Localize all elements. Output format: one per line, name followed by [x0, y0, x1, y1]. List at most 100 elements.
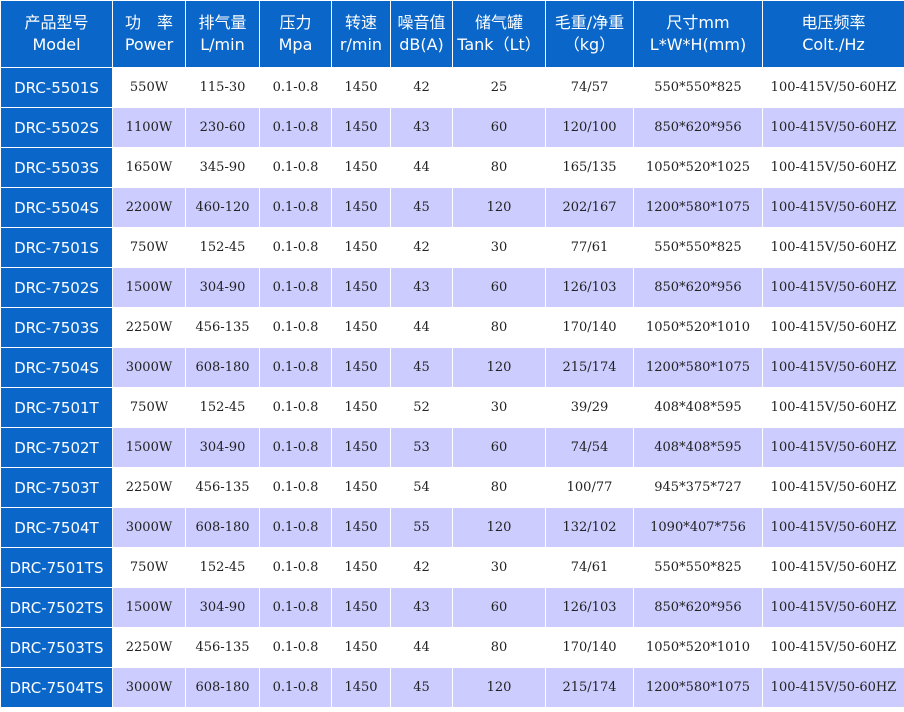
table-cell: 0.1-0.8 [259, 187, 332, 228]
table-cell: 1500W [112, 427, 186, 468]
table-cell: 0.1-0.8 [259, 507, 332, 548]
table-cell: 152-45 [185, 547, 260, 588]
model-cell: DRC-7503TS [0, 627, 113, 668]
table-cell: 608-180 [185, 347, 260, 388]
table-cell: 1200*580*1075 [633, 667, 763, 708]
table-cell: 215/174 [545, 347, 634, 388]
table-cell: 42 [390, 67, 453, 108]
table-cell: 120 [452, 507, 546, 548]
table-cell: 1450 [331, 467, 391, 508]
header-text: 毛重/净重 [554, 13, 625, 32]
table-cell: 165/135 [545, 147, 634, 188]
table-cell: 74/57 [545, 67, 634, 108]
model-cell: DRC-7504T [0, 507, 113, 548]
header-text: dB(A) [399, 35, 444, 54]
table-cell: 0.1-0.8 [259, 107, 332, 148]
table-cell: 25 [452, 67, 546, 108]
table-cell: 74/54 [545, 427, 634, 468]
table-cell: 1050*520*1025 [633, 147, 763, 188]
table-row: DRC-7504TS 3000W 608-180 0.1-0.8 1450 45 120 21… [0, 667, 904, 708]
table-cell: 1450 [331, 387, 391, 428]
table-cell: 100-415V/50-60HZ [762, 507, 904, 548]
table-cell: 1450 [331, 507, 391, 548]
table-cell: 304-90 [185, 587, 260, 628]
table-cell: 80 [452, 627, 546, 668]
table-cell: 0.1-0.8 [259, 587, 332, 628]
header-text: 储气罐 [474, 13, 523, 32]
table-cell: 0.1-0.8 [259, 347, 332, 388]
column-header: 产品型号 Model [0, 0, 113, 68]
column-header: 压力 Mpa [259, 0, 332, 68]
table-cell: 100-415V/50-60HZ [762, 667, 904, 708]
table-row: DRC-7501S 750W 152-45 0.1-0.8 1450 42 30 77/61 5… [0, 227, 904, 268]
table-cell: 100-415V/50-60HZ [762, 427, 904, 468]
column-header: 尺寸mm L*W*H(mm) [633, 0, 763, 68]
table-cell: 1100W [112, 107, 186, 148]
table-cell: 1450 [331, 627, 391, 668]
table-cell: 550W [112, 67, 186, 108]
table-cell: 132/102 [545, 507, 634, 548]
table-cell: 100-415V/50-60HZ [762, 107, 904, 148]
table-cell: 1050*520*1010 [633, 307, 763, 348]
model-cell: DRC-5502S [0, 107, 113, 148]
table-cell: 304-90 [185, 427, 260, 468]
table-cell: 45 [390, 667, 453, 708]
model-cell: DRC-7502S [0, 267, 113, 308]
table-cell: 0.1-0.8 [259, 627, 332, 668]
header-text: L*W*H(mm) [649, 35, 747, 54]
header-text: 压力 [279, 13, 312, 32]
table-cell: 100-415V/50-60HZ [762, 147, 904, 188]
table-cell: 0.1-0.8 [259, 547, 332, 588]
table-cell: 170/140 [545, 307, 634, 348]
column-header: 电压频率 Colt./Hz [762, 0, 904, 68]
table-cell: 1200*580*1075 [633, 347, 763, 388]
model-cell: DRC-5501S [0, 67, 113, 108]
table-cell: 60 [452, 587, 546, 628]
table-cell: 115-30 [185, 67, 260, 108]
table-cell: 100-415V/50-60HZ [762, 307, 904, 348]
table-cell: 0.1-0.8 [259, 427, 332, 468]
table-cell: 100-415V/50-60HZ [762, 587, 904, 628]
table-cell: 126/103 [545, 587, 634, 628]
table-cell: 0.1-0.8 [259, 387, 332, 428]
table-cell: 2250W [112, 627, 186, 668]
table-cell: 100-415V/50-60HZ [762, 187, 904, 228]
table-row: DRC-5504S 2200W 460-120 0.1-0.8 1450 45 120 202… [0, 187, 904, 228]
table-cell: 100-415V/50-60HZ [762, 347, 904, 388]
table-cell: 2200W [112, 187, 186, 228]
table-cell: 100-415V/50-60HZ [762, 67, 904, 108]
table-cell: 44 [390, 627, 453, 668]
table-cell: 1200*580*1075 [633, 187, 763, 228]
table-cell: 345-90 [185, 147, 260, 188]
column-header: 储气罐 Tank（Lt） [452, 0, 546, 68]
table-cell: 120/100 [545, 107, 634, 148]
table-cell: 100-415V/50-60HZ [762, 627, 904, 668]
table-cell: 80 [452, 307, 546, 348]
table-cell: 456-135 [185, 467, 260, 508]
header-text: 尺寸mm [666, 13, 730, 32]
table-cell: 60 [452, 267, 546, 308]
table-cell: 1450 [331, 347, 391, 388]
table-cell: 408*408*595 [633, 427, 763, 468]
model-cell: DRC-7501S [0, 227, 113, 268]
header-text: r/min [339, 35, 383, 54]
table-cell: 80 [452, 147, 546, 188]
table-cell: 100/77 [545, 467, 634, 508]
table-cell: 170/140 [545, 627, 634, 668]
table-cell: 2250W [112, 307, 186, 348]
table-cell: 30 [452, 547, 546, 588]
table-row: DRC-5501S 550W 115-30 0.1-0.8 1450 42 25 74/57 5… [0, 67, 904, 108]
table-cell: 55 [390, 507, 453, 548]
header-text: 电压频率 [801, 13, 866, 32]
table-cell: 30 [452, 387, 546, 428]
table-row: DRC-7503S 2250W 456-135 0.1-0.8 1450 44 80 170/… [0, 307, 904, 348]
header-text: Power [124, 35, 174, 54]
table-cell: 550*550*825 [633, 547, 763, 588]
table-cell: 43 [390, 267, 453, 308]
table-cell: 3000W [112, 507, 186, 548]
table-cell: 304-90 [185, 267, 260, 308]
table-cell: 1090*407*756 [633, 507, 763, 548]
table-cell: 550*550*825 [633, 67, 763, 108]
table-cell: 74/61 [545, 547, 634, 588]
